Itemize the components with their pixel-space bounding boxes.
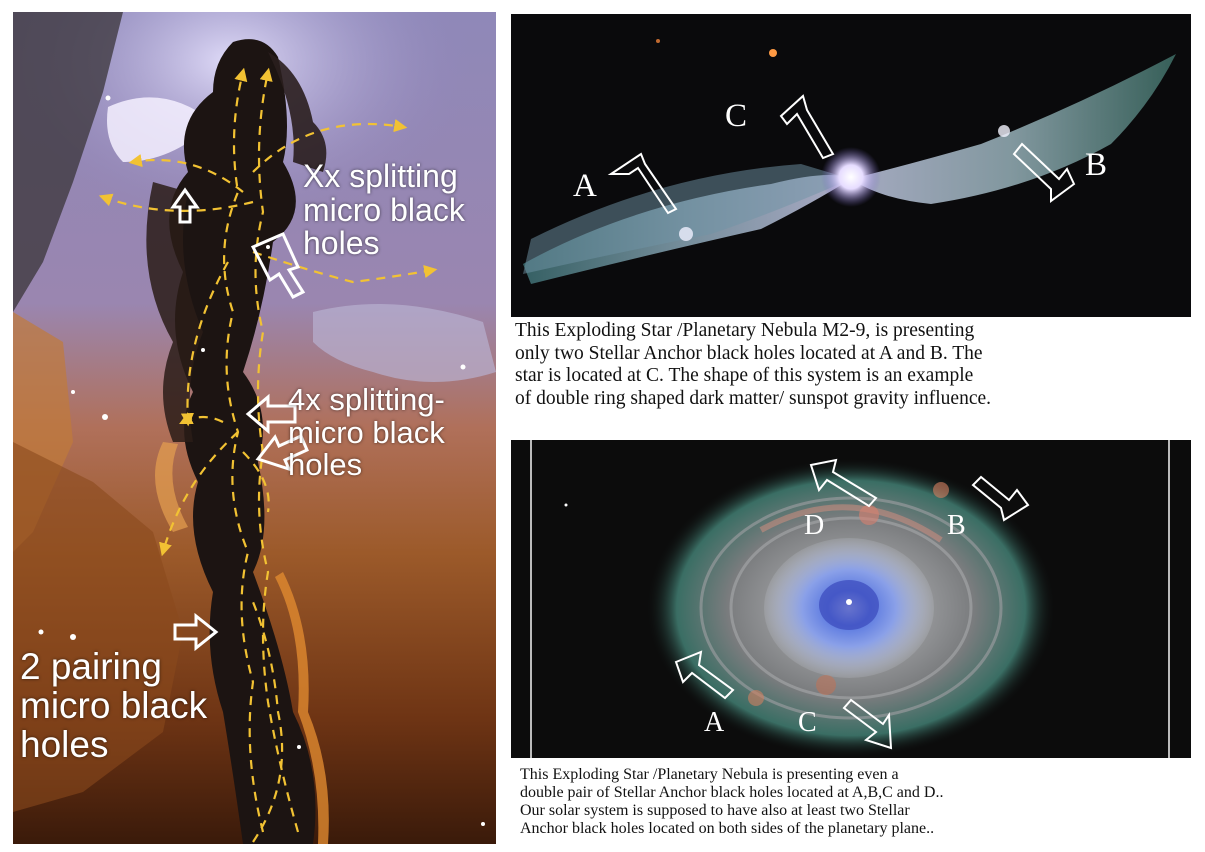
label-b: B [947,510,966,541]
pointer-arrow-icon [607,152,678,215]
pointer-arrow-icon [809,458,878,508]
caption-line: star is located at C. The shape of this … [515,365,974,386]
left-arrow-icon [245,393,297,435]
pointer-arrow-icon [674,650,735,700]
pointer-arrow-icon [971,475,1030,522]
caption-line: This Exploding Star /Planetary Nebula is… [520,766,899,783]
up-arrow-icon [170,187,200,224]
caption-line: Anchor black holes located on both sides… [520,820,935,837]
caption-line: double pair of Stellar Anchor black hole… [520,784,944,801]
pointer-arrow-icon [1012,142,1076,203]
cats-eye-nebula-graphic: D B A C [511,440,1191,758]
m2-9-nebula-image: A C B [511,14,1191,317]
pointer-arrow-icon [842,698,893,750]
m2-9-caption: This Exploding Star /Planetary Nebula M2… [515,320,1195,410]
cats-eye-caption: This Exploding Star /Planetary Nebula is… [520,766,1200,838]
pillar-nebula-graphic [13,12,496,844]
label-c: C [798,707,817,738]
cats-eye-nebula-image: D B A C [511,440,1191,758]
label-c: C [725,98,747,134]
pillar-nebula-image: Xx splitting micro black holes 4x splitt… [13,12,496,844]
left-arrow-icon [255,434,309,472]
four-x-splitting-label: 4x splitting- micro black holes [288,382,445,483]
caption-line: of double ring shaped dark matter/ sunsp… [515,387,991,409]
pairing-label: 2 pairing micro black holes [20,646,208,765]
m2-9-nebula-graphic: A C B [511,14,1191,317]
label-b: B [1085,147,1107,183]
label-a: A [704,707,725,738]
right-arrow-icon [173,612,219,652]
caption-line: Our solar system is supposed to have als… [520,802,910,819]
xx-splitting-label: Xx splitting micro black holes [303,158,465,262]
pointer-arrow-icon [250,232,306,299]
label-a: A [573,168,597,204]
pointer-arrow-icon [779,94,835,160]
label-d: D [804,510,824,541]
caption-line: only two Stellar Anchor black holes loca… [515,342,983,364]
caption-line: This Exploding Star /Planetary Nebula M2… [515,320,975,341]
